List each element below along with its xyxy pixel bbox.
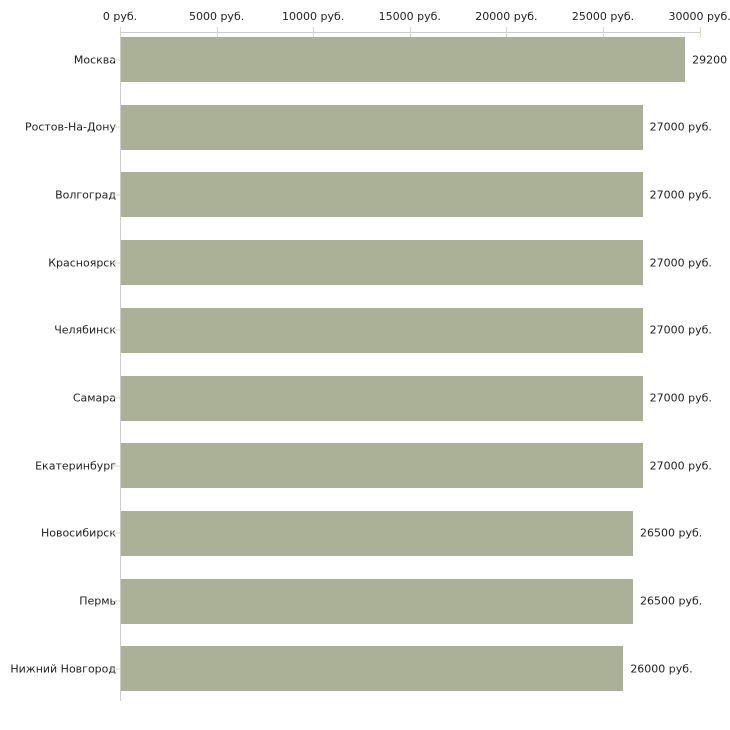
- x-axis-tick-label: 20000 руб.: [475, 10, 538, 23]
- category-tick-mark: [112, 600, 120, 602]
- category-label: Москва: [73, 53, 116, 66]
- value-label: 27000 руб.: [649, 459, 712, 473]
- x-axis-tick-mark: [506, 27, 508, 37]
- value-label: 29200 руб.: [692, 53, 730, 66]
- bar: [121, 375, 643, 421]
- x-axis-tick-label: 0 руб.: [102, 10, 138, 23]
- bar: [121, 510, 633, 556]
- category-tick-mark: [112, 397, 120, 399]
- category-label: Красноярск: [48, 256, 116, 270]
- bar: [121, 443, 643, 489]
- category-tick-mark: [112, 262, 120, 264]
- category-label: Волгоград: [55, 188, 116, 202]
- x-axis-tick-mark: [313, 27, 315, 37]
- category-tick-mark: [112, 126, 120, 128]
- category-label: Нижний Новгород: [10, 662, 116, 676]
- x-axis-tick-mark: [216, 27, 218, 37]
- category-tick-mark: [112, 59, 120, 60]
- bar: [121, 307, 643, 353]
- x-axis-tick-mark: [603, 27, 604, 37]
- x-axis-tick-label: 15000 руб.: [378, 10, 441, 23]
- category-label: Новосибирск: [40, 526, 116, 540]
- x-axis-tick-label: 10000 руб.: [282, 10, 345, 23]
- category-label: Пермь: [79, 594, 116, 608]
- bar: [121, 240, 643, 286]
- category-tick-mark: [112, 194, 120, 196]
- bar: [121, 578, 633, 624]
- value-label: 27000 руб.: [649, 120, 712, 134]
- category-tick-mark: [112, 329, 120, 331]
- value-label: 26000 руб.: [630, 662, 693, 676]
- category-label: Ростов-На-Дону: [24, 120, 116, 134]
- bar: [121, 172, 643, 218]
- value-label: 27000 руб.: [649, 323, 712, 337]
- value-label: 26500 руб.: [639, 594, 703, 608]
- x-axis-tick-mark: [120, 27, 121, 37]
- category-label: Самара: [72, 391, 116, 405]
- x-axis-tick-mark: [699, 27, 701, 37]
- category-tick-mark: [112, 532, 120, 534]
- value-label: 27000 руб.: [649, 391, 712, 405]
- x-axis-tick-label: 5000 руб.: [188, 10, 245, 23]
- bar: [121, 104, 643, 150]
- x-axis-tick-label: 25000 руб.: [571, 10, 635, 23]
- y-axis-line: [120, 32, 121, 701]
- bar: [121, 37, 686, 82]
- value-label: 27000 руб.: [649, 256, 712, 270]
- value-label: 26500 руб.: [639, 526, 703, 540]
- x-axis-tick-mark: [409, 27, 411, 37]
- category-label: Екатеринбург: [35, 459, 116, 473]
- category-label: Челябинск: [54, 323, 116, 337]
- value-label: 27000 руб.: [649, 188, 712, 202]
- category-tick-mark: [112, 465, 120, 467]
- x-axis-tick-label: 30000 руб.: [668, 10, 730, 23]
- bar: [121, 646, 624, 692]
- category-tick-mark: [112, 668, 120, 670]
